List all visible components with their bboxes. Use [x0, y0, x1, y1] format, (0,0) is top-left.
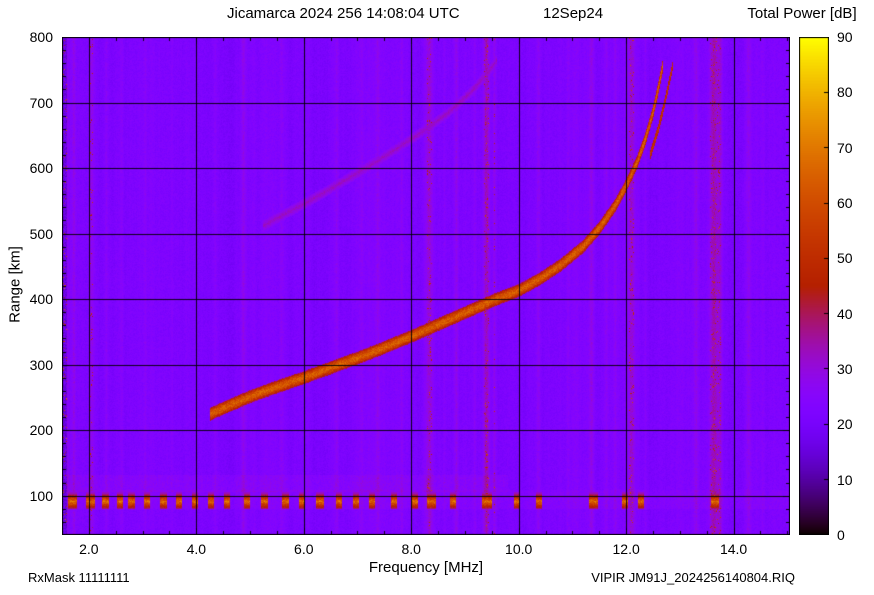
- plot-date: 12Sep24: [543, 5, 604, 22]
- colorbar-tick-label: 70: [837, 139, 853, 156]
- x-tick-label: 2.0: [79, 541, 99, 557]
- colorbar: [799, 37, 829, 535]
- colorbar-tick-label: 20: [837, 416, 853, 433]
- x-tick-label: 10.0: [505, 541, 533, 557]
- colorbar-tick-label: 40: [837, 305, 853, 322]
- colorbar-tick-label: 50: [837, 250, 853, 267]
- y-axis-label: Range [km]: [6, 246, 24, 323]
- colorbar-tick-label: 90: [837, 29, 853, 45]
- rx-mask-label: RxMask 11111111: [28, 570, 130, 585]
- file-name-label: VIPIR JM91J_2024256140804.RIQ: [591, 570, 795, 585]
- colorbar-tick-label: 60: [837, 195, 853, 211]
- y-tick-label: 800: [29, 29, 53, 45]
- y-tick-label: 300: [29, 356, 53, 373]
- y-tick-label: 100: [29, 487, 53, 504]
- x-tick-label: 4.0: [186, 541, 207, 557]
- x-tick-label: 12.0: [612, 541, 640, 557]
- y-tick-label: 500: [29, 225, 53, 242]
- y-tick-label: 200: [29, 422, 53, 439]
- colorbar-tick-label: 0: [837, 527, 845, 543]
- colorbar-tick-label: 80: [837, 84, 853, 101]
- y-tick-label: 700: [29, 94, 53, 111]
- ionogram-heatmap: [62, 37, 790, 535]
- y-tick-label: 400: [29, 291, 53, 308]
- x-tick-label: 8.0: [401, 541, 421, 557]
- x-tick-label: 6.0: [294, 541, 314, 557]
- x-axis-label: Frequency [MHz]: [368, 559, 484, 576]
- colorbar-tick-label: 30: [837, 361, 853, 377]
- plot-title: Jicamarca 2024 256 14:08:04 UTC: [227, 5, 460, 22]
- x-tick-label: 14.0: [719, 541, 748, 557]
- colorbar-title: Total Power [dB]: [747, 5, 857, 22]
- y-tick-label: 600: [29, 160, 53, 177]
- colorbar-tick-label: 10: [837, 471, 853, 488]
